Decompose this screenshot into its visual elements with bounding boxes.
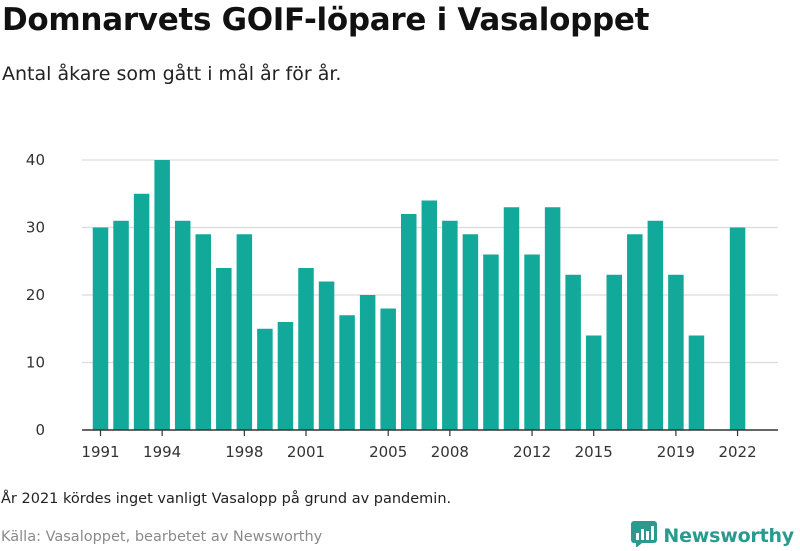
footnote: År 2021 kördes inget vanligt Vasalopp på… [1,491,452,507]
bar-2015 [585,335,602,430]
bar-1996 [195,234,211,430]
x-tick-label: 2019 [657,443,695,461]
bar-1998 [236,234,253,430]
bar-1995 [174,220,191,430]
y-tick-label: 30 [26,219,45,237]
bar-2014 [565,274,581,430]
bar-2013 [544,207,561,430]
bar-chart-logo-icon [631,521,658,551]
bar-2020 [688,335,705,430]
bar-2008 [442,220,458,430]
bar-2019 [668,274,684,430]
y-tick-label: 20 [26,286,45,304]
y-tick-label: 40 [26,151,45,169]
bar-2018 [647,220,664,430]
bar-1993 [133,193,150,430]
bar-1999 [257,328,273,430]
brand-logo: Newsworthy [631,521,794,551]
bar-1994 [154,160,170,430]
x-tick-label: 1991 [81,443,119,461]
x-tick-label: 2012 [513,443,551,461]
x-tick-label: 1994 [143,443,181,461]
x-tick-label: 1998 [225,443,263,461]
chart-subtitle: Antal åkare som gått i mål år för år. [2,63,342,85]
bar-1992 [113,220,129,430]
bar-2010 [483,254,499,430]
bar-2012 [524,254,540,430]
bar-1991 [92,227,109,430]
bar-2007 [421,200,438,430]
x-tick-label: 2005 [369,443,407,461]
x-tick-label: 2015 [575,443,613,461]
bar-2017 [627,234,643,430]
y-tick-label: 10 [26,354,45,372]
bar-2016 [606,274,622,430]
chart-title: Domnarvets GOIF-löpare i Vasaloppet [2,2,650,38]
bar-2006 [401,214,417,430]
x-tick-label: 2022 [718,443,756,461]
axes: 0 10 20 30 40 1991 1994 1998 2001 2005 2008 2012 201… [26,151,778,461]
y-tick-label: 0 [35,421,45,439]
brand-name: Newsworthy [663,525,794,547]
bar-1997 [216,268,232,430]
bar-2011 [503,207,520,430]
bar-2000 [277,322,294,430]
bar-chart: 0 10 20 30 40 1991 1994 1998 2001 2005 2008 2012 201… [26,151,778,461]
bar-2009 [462,234,479,430]
x-tick-label: 2001 [287,443,325,461]
bar-2004 [359,295,376,430]
source-credit: Källa: Vasaloppet, bearbetet av Newswort… [1,529,323,545]
bar-2022 [729,227,746,430]
bars [92,160,746,430]
bar-2002 [318,281,335,430]
x-tick-label: 2008 [431,443,469,461]
bar-2005 [380,308,396,430]
bar-2001 [298,268,314,430]
bar-2003 [339,315,355,430]
